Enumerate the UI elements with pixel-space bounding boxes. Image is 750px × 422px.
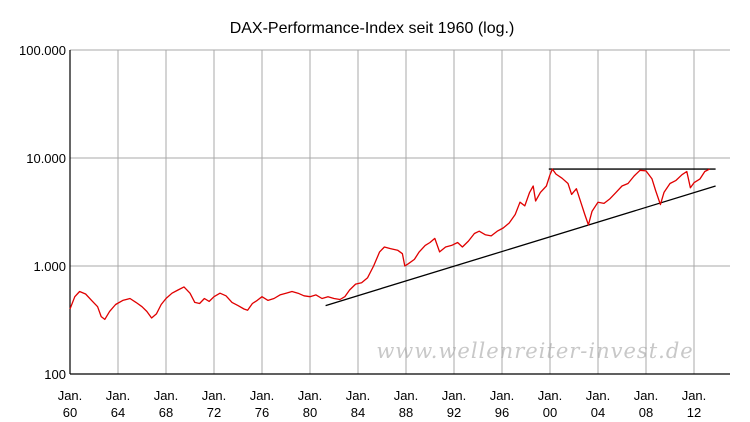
chart-title: DAX-Performance-Index seit 1960 (log.) <box>230 20 515 37</box>
x-tick-sublabel: 96 <box>495 405 509 420</box>
x-tick-label: Jan. <box>394 388 419 403</box>
dax-series-line <box>69 168 710 321</box>
x-tick-label: Jan. <box>202 388 227 403</box>
x-tick-label: Jan. <box>682 388 707 403</box>
x-tick-label: Jan. <box>250 388 275 403</box>
x-tick-sublabel: 12 <box>687 405 701 420</box>
plot-area: 100 1.000 10.000 100.000 Jan. 60 Jan. 64 Jan. 68 J… <box>19 43 730 420</box>
x-tick-sublabel: 68 <box>159 405 173 420</box>
x-tick-sublabel: 92 <box>447 405 461 420</box>
x-tick-sublabel: 72 <box>207 405 221 420</box>
x-tick-label: Jan. <box>442 388 467 403</box>
y-tick-label: 10.000 <box>26 151 66 166</box>
x-tick-sublabel: 84 <box>351 405 365 420</box>
x-tick-label: Jan. <box>154 388 179 403</box>
x-tick-sublabel: 80 <box>303 405 317 420</box>
x-tick-sublabel: 04 <box>591 405 605 420</box>
watermark: www.wellenreiter-invest.de <box>376 339 693 363</box>
x-tick-sublabel: 64 <box>111 405 125 420</box>
y-tick-label: 1.000 <box>33 259 66 274</box>
x-tick-label: Jan. <box>538 388 563 403</box>
x-tick-sublabel: 76 <box>255 405 269 420</box>
trend-line <box>325 185 716 307</box>
x-tick-label: Jan. <box>106 388 131 403</box>
y-tick-label: 100.000 <box>19 43 66 58</box>
y-tick-label: 100 <box>44 367 66 382</box>
x-tick-label: Jan. <box>346 388 371 403</box>
x-tick-label: Jan. <box>586 388 611 403</box>
x-tick-label: Jan. <box>490 388 515 403</box>
x-tick-sublabel: 08 <box>639 405 653 420</box>
x-tick-label: Jan. <box>634 388 659 403</box>
x-tick-sublabel: 00 <box>543 405 557 420</box>
x-tick-label: Jan. <box>298 388 323 403</box>
x-tick-sublabel: 60 <box>63 405 77 420</box>
x-tick-label: Jan. <box>58 388 83 403</box>
x-tick-sublabel: 88 <box>399 405 413 420</box>
